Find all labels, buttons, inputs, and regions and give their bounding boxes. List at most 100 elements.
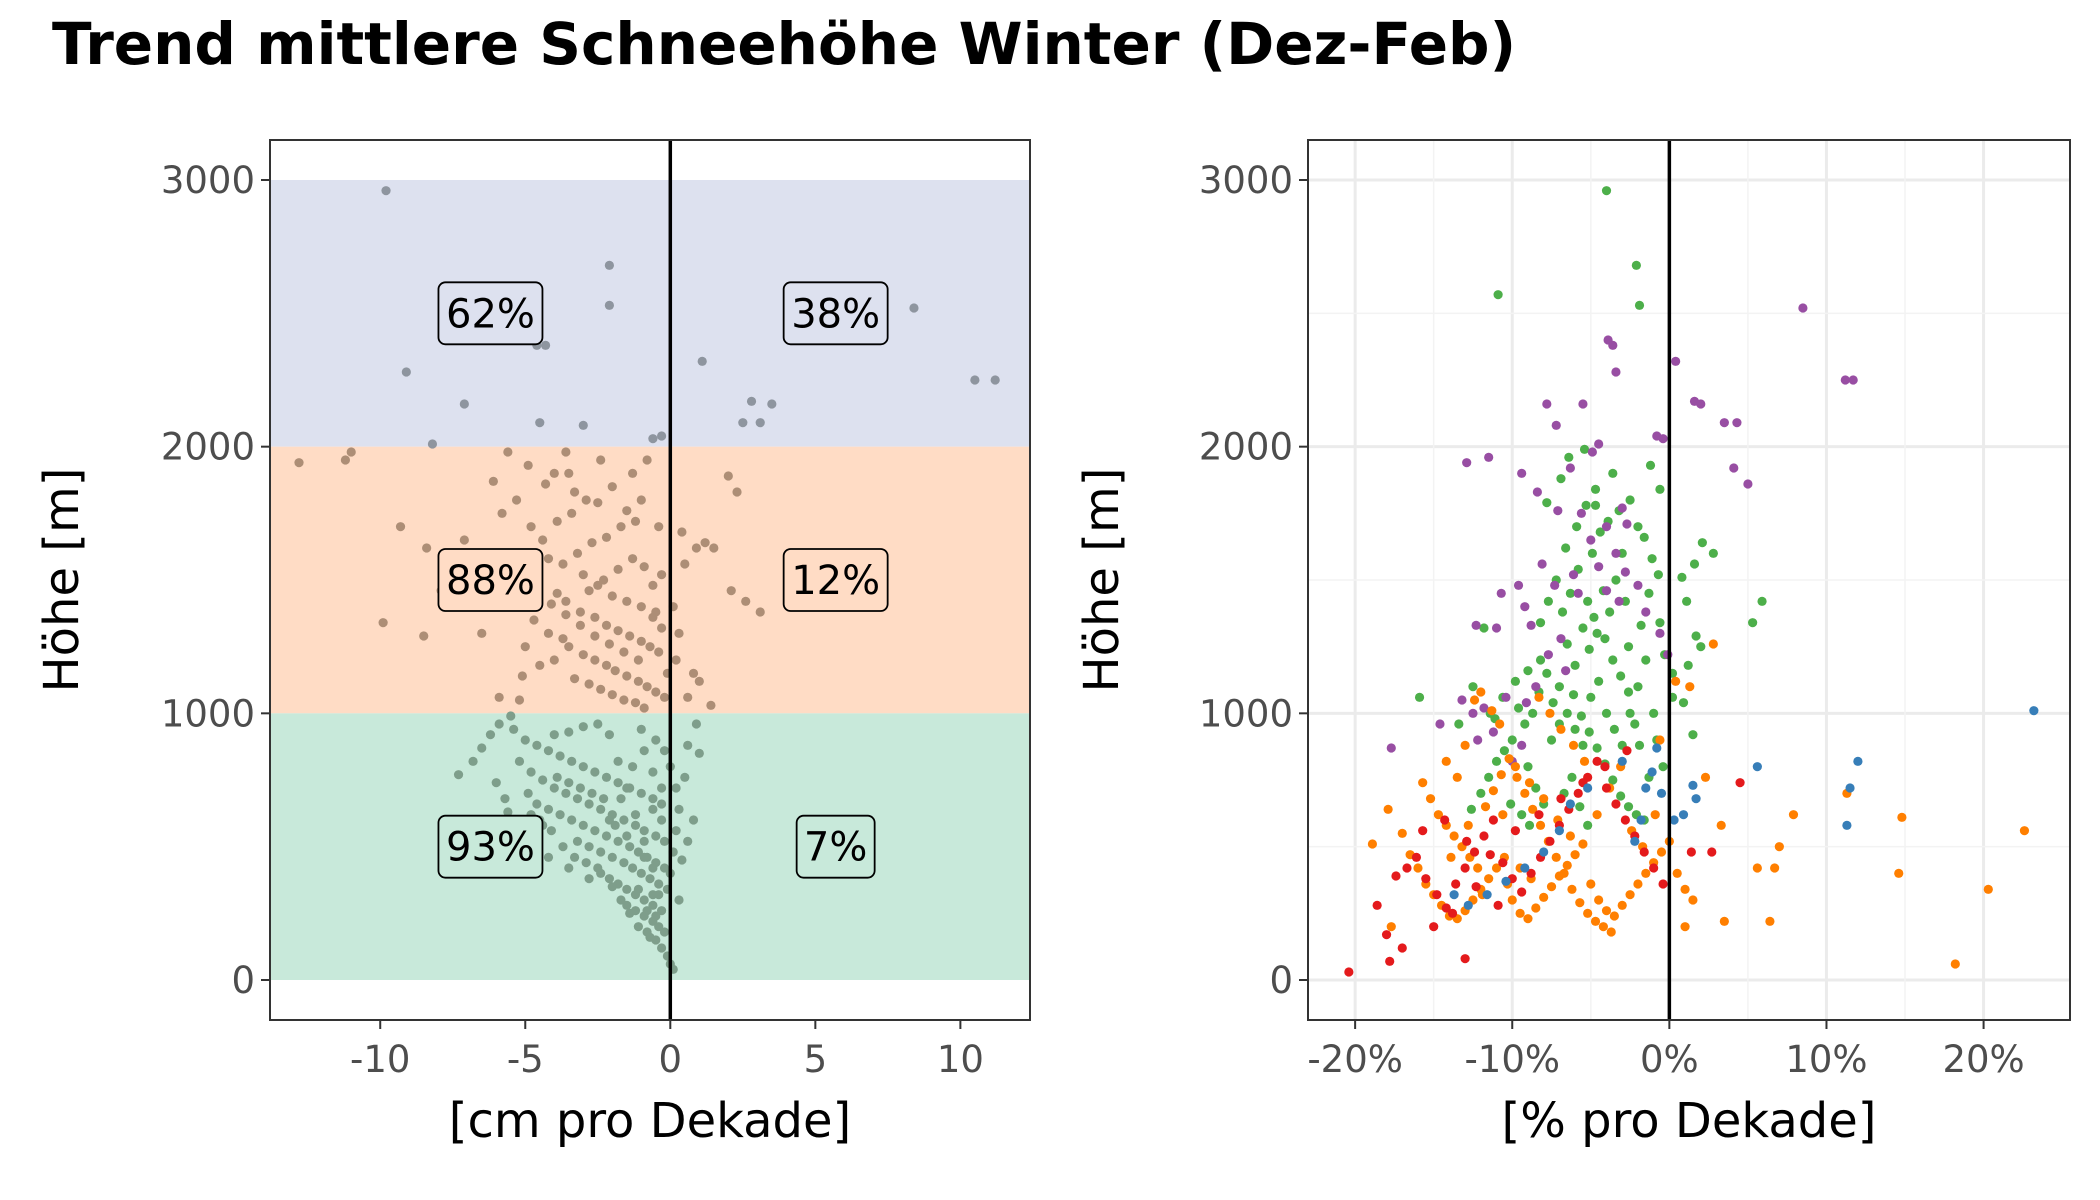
data-point-purple bbox=[1462, 458, 1472, 468]
data-point-orange bbox=[1473, 863, 1483, 873]
data-point bbox=[564, 642, 574, 652]
data-point-green bbox=[1562, 708, 1572, 718]
data-point-green bbox=[1520, 719, 1530, 729]
data-point-blue bbox=[1463, 900, 1473, 910]
percent-label-box bbox=[795, 814, 876, 879]
data-point-green bbox=[1476, 788, 1486, 798]
data-point bbox=[601, 660, 612, 670]
data-point bbox=[694, 676, 704, 686]
percent-label: 88% bbox=[446, 558, 535, 604]
data-point bbox=[346, 447, 356, 457]
data-point bbox=[630, 820, 641, 830]
data-point bbox=[657, 623, 667, 633]
data-point bbox=[691, 543, 702, 553]
left-panel-cm: 62% 38% 88% 12% 93% 7% 0 1000 2000 3000 -10 -5 0 5 10 [… bbox=[34, 139, 1031, 1149]
elevation-band bbox=[270, 180, 1030, 447]
data-point-green bbox=[1565, 588, 1575, 598]
data-point-purple bbox=[1641, 607, 1651, 617]
data-point-green bbox=[1691, 631, 1701, 641]
data-point-green bbox=[1499, 746, 1509, 756]
data-point-green bbox=[1535, 618, 1546, 628]
data-point-green bbox=[1542, 498, 1552, 508]
data-point-blue bbox=[1565, 799, 1575, 809]
data-point bbox=[622, 671, 632, 681]
data-point bbox=[558, 634, 568, 644]
data-point-green bbox=[1548, 698, 1558, 708]
data-point-blue bbox=[1482, 890, 1492, 900]
data-point-orange bbox=[1770, 863, 1780, 873]
data-point bbox=[294, 458, 304, 468]
data-point-green bbox=[1623, 802, 1634, 812]
y-axis-label: Höhe [m] bbox=[1074, 468, 1130, 693]
data-point bbox=[645, 932, 655, 942]
data-point-purple bbox=[1798, 303, 1808, 313]
data-point-orange bbox=[1367, 839, 1378, 849]
data-point-orange bbox=[1752, 863, 1762, 873]
data-point-orange bbox=[1512, 772, 1522, 782]
data-point-blue bbox=[1636, 815, 1646, 825]
data-point-red bbox=[1441, 903, 1451, 913]
data-point-blue bbox=[1501, 876, 1511, 886]
data-point-red bbox=[1432, 890, 1442, 900]
data-point bbox=[645, 874, 655, 884]
data-point-red bbox=[1707, 847, 1717, 857]
data-point-orange bbox=[1685, 682, 1695, 692]
data-point-purple bbox=[1542, 399, 1552, 409]
data-point-purple bbox=[1457, 695, 1467, 705]
data-point-blue bbox=[1669, 815, 1679, 825]
data-point bbox=[639, 826, 649, 836]
data-point bbox=[671, 783, 681, 793]
data-point bbox=[723, 471, 733, 481]
data-point-purple bbox=[1622, 519, 1632, 529]
data-point-green bbox=[1623, 642, 1634, 652]
data-point bbox=[625, 631, 635, 641]
data-point-green bbox=[1647, 554, 1657, 564]
data-point-green bbox=[1523, 666, 1533, 676]
data-point-purple bbox=[1526, 620, 1536, 630]
data-point-red bbox=[1649, 863, 1659, 873]
data-point bbox=[395, 522, 406, 532]
data-point-orange bbox=[1383, 804, 1393, 814]
data-point bbox=[639, 703, 649, 713]
data-point bbox=[543, 746, 554, 756]
data-point-green bbox=[1696, 642, 1706, 652]
data-point-purple bbox=[1594, 562, 1604, 572]
data-point-blue bbox=[1449, 890, 1459, 900]
data-point-orange bbox=[1507, 895, 1517, 905]
data-point-red bbox=[1421, 874, 1431, 884]
data-point bbox=[552, 588, 562, 598]
data-point bbox=[613, 564, 623, 574]
data-point-purple bbox=[1479, 703, 1489, 713]
data-point-green bbox=[1568, 690, 1579, 700]
data-point-green bbox=[1510, 676, 1520, 686]
data-point bbox=[651, 687, 661, 697]
data-point-blue bbox=[1617, 756, 1627, 766]
data-point bbox=[613, 756, 623, 766]
data-point-purple bbox=[1719, 418, 1729, 428]
data-point-green bbox=[1678, 698, 1689, 708]
data-point bbox=[593, 498, 603, 508]
data-point-red bbox=[1658, 879, 1668, 889]
data-point bbox=[648, 863, 658, 873]
data-point-blue bbox=[1688, 780, 1698, 790]
data-point bbox=[616, 895, 626, 905]
data-point-purple bbox=[1655, 628, 1665, 638]
data-point bbox=[590, 631, 600, 641]
data-point-orange bbox=[1719, 916, 1729, 926]
data-point-green bbox=[1578, 740, 1588, 750]
data-point bbox=[659, 836, 670, 846]
data-point bbox=[604, 300, 614, 310]
data-point bbox=[567, 815, 577, 825]
data-point bbox=[538, 535, 548, 545]
data-point bbox=[909, 303, 919, 313]
data-point-red bbox=[1418, 826, 1428, 836]
data-point bbox=[627, 762, 638, 772]
data-point-green bbox=[1589, 612, 1599, 622]
data-point-red bbox=[1411, 852, 1422, 862]
data-point-red bbox=[1686, 847, 1696, 857]
data-point bbox=[569, 852, 580, 862]
data-point bbox=[581, 495, 591, 505]
data-point bbox=[636, 788, 646, 798]
data-point-purple bbox=[1556, 634, 1566, 644]
data-point bbox=[746, 396, 757, 406]
